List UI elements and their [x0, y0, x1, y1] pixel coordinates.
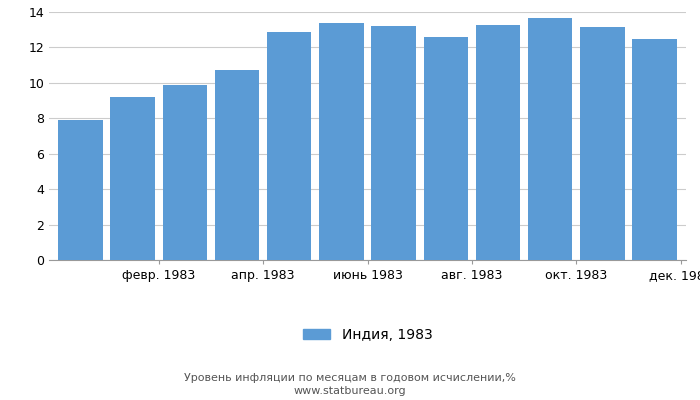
Bar: [528, 18, 573, 260]
Bar: [162, 85, 207, 260]
Bar: [476, 25, 520, 260]
Bar: [633, 38, 677, 260]
Bar: [215, 70, 259, 260]
Bar: [580, 27, 624, 260]
Text: Уровень инфляции по месяцам в годовом исчислении,%: Уровень инфляции по месяцам в годовом ис…: [184, 373, 516, 383]
Bar: [267, 32, 312, 260]
Bar: [424, 37, 468, 260]
Bar: [319, 23, 363, 260]
Legend: Индия, 1983: Индия, 1983: [297, 322, 438, 347]
Text: www.statbureau.org: www.statbureau.org: [294, 386, 406, 396]
Bar: [111, 97, 155, 260]
Bar: [372, 26, 416, 260]
Bar: [58, 120, 102, 260]
